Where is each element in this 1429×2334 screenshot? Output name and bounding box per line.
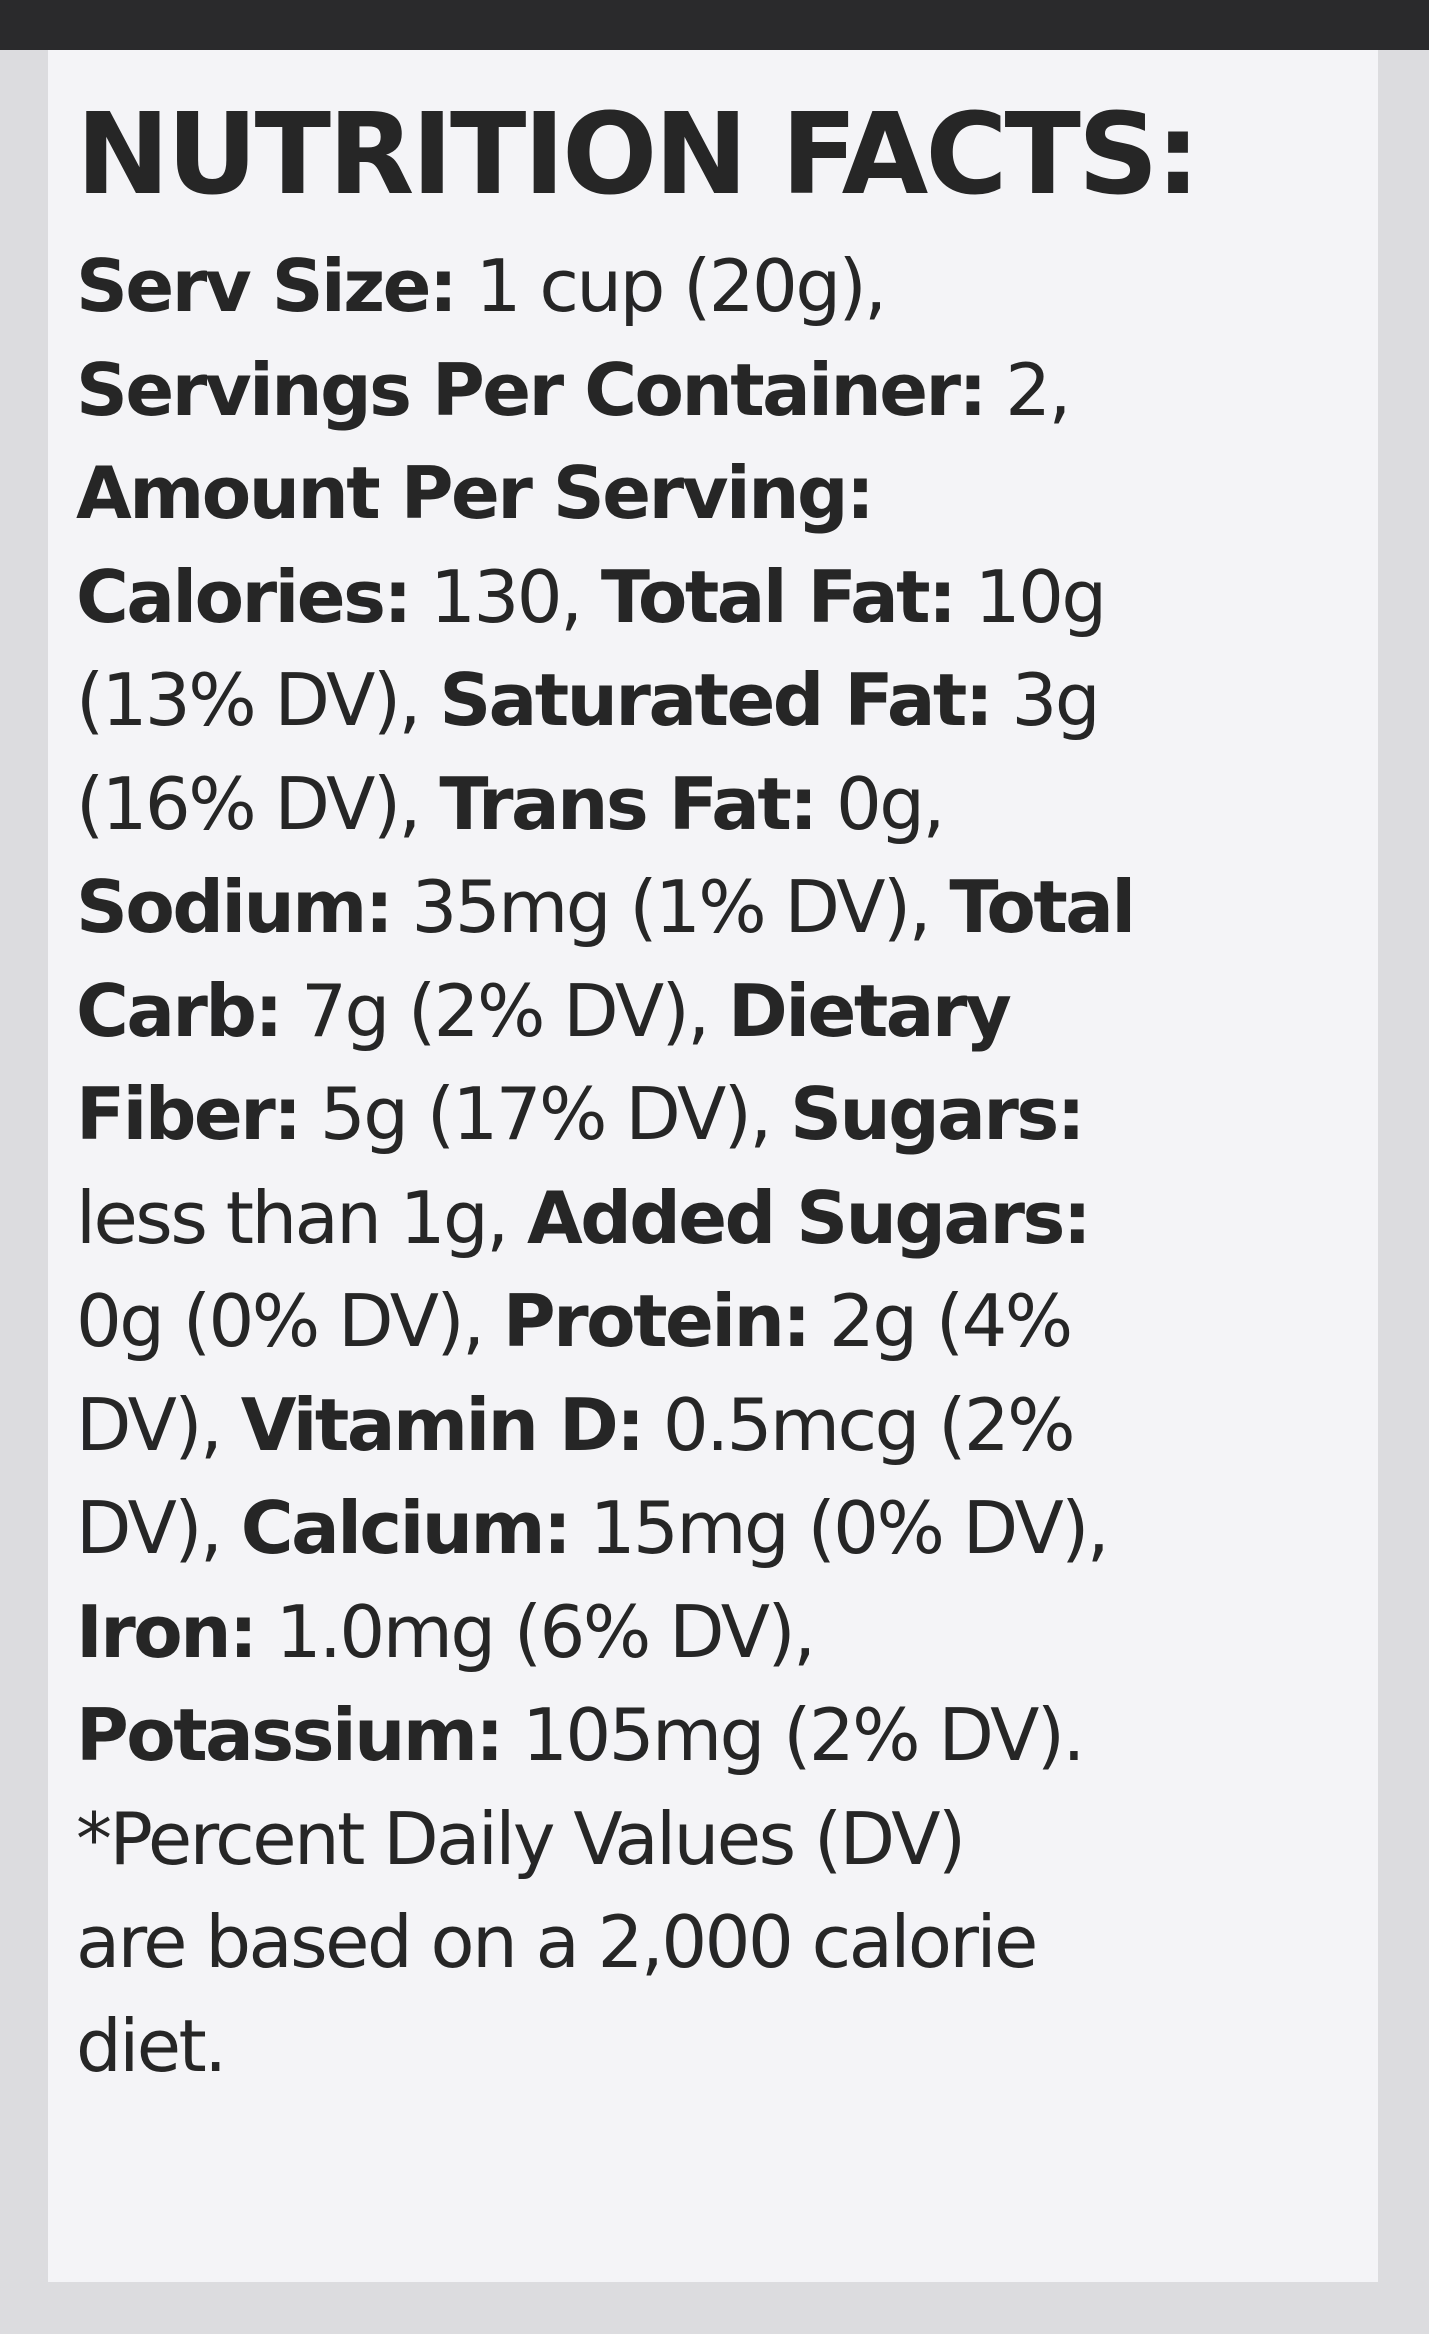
- nutrient-value: 0.5mcg (2%: [642, 1382, 1076, 1467]
- nutrient-label: Saturated Fat:: [439, 658, 993, 742]
- text-line: are based on a 2,000 calorie: [76, 1891, 1134, 1995]
- nutrient-label: Sodium:: [76, 865, 394, 949]
- nutrient-label: Iron:: [76, 1589, 258, 1674]
- nutrient-value: (13% DV),: [76, 658, 440, 742]
- nutrient-label: Calories:: [76, 554, 412, 639]
- nutrient-value: 105mg (2% DV).: [501, 1693, 1085, 1777]
- nutrient-value: (16% DV),: [76, 761, 440, 846]
- nutrient-label: Fiber:: [76, 1072, 302, 1156]
- nutrient-value: 15mg (0% DV),: [569, 1486, 1110, 1570]
- text-line: (13% DV), Saturated Fat: 3g: [76, 649, 1134, 753]
- text-line: DV), Calcium: 15mg (0% DV),: [76, 1477, 1134, 1581]
- text-line: Potassium: 105mg (2% DV).: [76, 1684, 1134, 1788]
- background-band: [0, 0, 1429, 50]
- nutrient-value: DV),: [76, 1486, 241, 1570]
- nutrient-value: 7g (2% DV),: [280, 968, 729, 1053]
- text-line: diet.: [76, 1995, 1134, 2099]
- nutrient-value: are based on a 2,000 calorie: [76, 1900, 1038, 1984]
- nutrient-value: 10g: [954, 554, 1107, 639]
- nutrient-value: 2g (4%: [808, 1279, 1073, 1363]
- nutrient-value: *Percent Daily Values (DV): [76, 1796, 966, 1881]
- title: NUTRITION FACTS:: [76, 90, 1200, 220]
- nutrient-label: Sugars:: [790, 1072, 1085, 1156]
- text-line: Iron: 1.0mg (6% DV),: [76, 1581, 1134, 1685]
- nutrient-value: 0g,: [815, 761, 945, 846]
- nutrient-label: Serv Size:: [76, 244, 458, 328]
- nutrient-label: Carb:: [76, 968, 283, 1053]
- nutrient-label: Amount Per Serving:: [76, 451, 875, 535]
- nutrient-label: Added Sugars:: [527, 1175, 1092, 1260]
- nutrient-value: 5g (17% DV),: [299, 1072, 791, 1156]
- text-line: Sodium: 35mg (1% DV), Total: [76, 856, 1136, 960]
- nutrient-value: DV),: [76, 1382, 241, 1467]
- nutrient-label: Calcium:: [240, 1486, 572, 1570]
- nutrient-label: Dietary: [728, 968, 1012, 1053]
- label-card: NUTRITION FACTS: Serv Size: 1 cup (20g),…: [48, 50, 1378, 2282]
- text-line: Serv Size: 1 cup (20g),: [76, 235, 1134, 339]
- nutrient-value: 3g: [991, 658, 1101, 742]
- nutrient-value: 2,: [984, 347, 1071, 432]
- text-line: Servings Per Container: 2,: [76, 339, 1134, 443]
- nutrient-label: Total Fat:: [600, 554, 957, 639]
- text-line: Calories: 130, Total Fat: 10g: [76, 546, 1134, 650]
- text-line: *Percent Daily Values (DV): [76, 1788, 1134, 1892]
- nutrient-value: diet.: [76, 2003, 227, 2088]
- nutrient-label: Potassium:: [76, 1693, 504, 1777]
- nutrient-value: 1.0mg (6% DV),: [255, 1589, 816, 1674]
- nutrient-value: 0g (0% DV),: [76, 1279, 503, 1363]
- text-line: less than 1g, Added Sugars:: [76, 1167, 1134, 1271]
- nutrient-value: less than 1g,: [76, 1175, 527, 1260]
- label-text: Serv Size: 1 cup (20g), Servings Per Cont…: [76, 235, 1136, 2099]
- text-line: Carb: 7g (2% DV), Dietary: [76, 960, 1134, 1064]
- nutrient-label: Total: [949, 865, 1136, 949]
- text-line: (16% DV), Trans Fat: 0g,: [76, 753, 1134, 857]
- nutrient-label: Vitamin D:: [240, 1382, 645, 1467]
- text-line: DV), Vitamin D: 0.5mcg (2%: [76, 1374, 1134, 1478]
- nutrient-value: 1 cup (20g),: [455, 244, 887, 328]
- nutrient-value: 130,: [409, 554, 601, 639]
- text-line: Fiber: 5g (17% DV), Sugars:: [76, 1063, 1134, 1167]
- nutrient-label: Trans Fat:: [439, 761, 818, 846]
- text-line: 0g (0% DV), Protein: 2g (4%: [76, 1270, 1134, 1374]
- nutrient-label: Protein:: [502, 1279, 811, 1363]
- nutrient-value: 35mg (1% DV),: [391, 865, 950, 949]
- nutrient-label: Servings Per Container:: [76, 347, 987, 432]
- text-line: Amount Per Serving:: [76, 442, 1134, 546]
